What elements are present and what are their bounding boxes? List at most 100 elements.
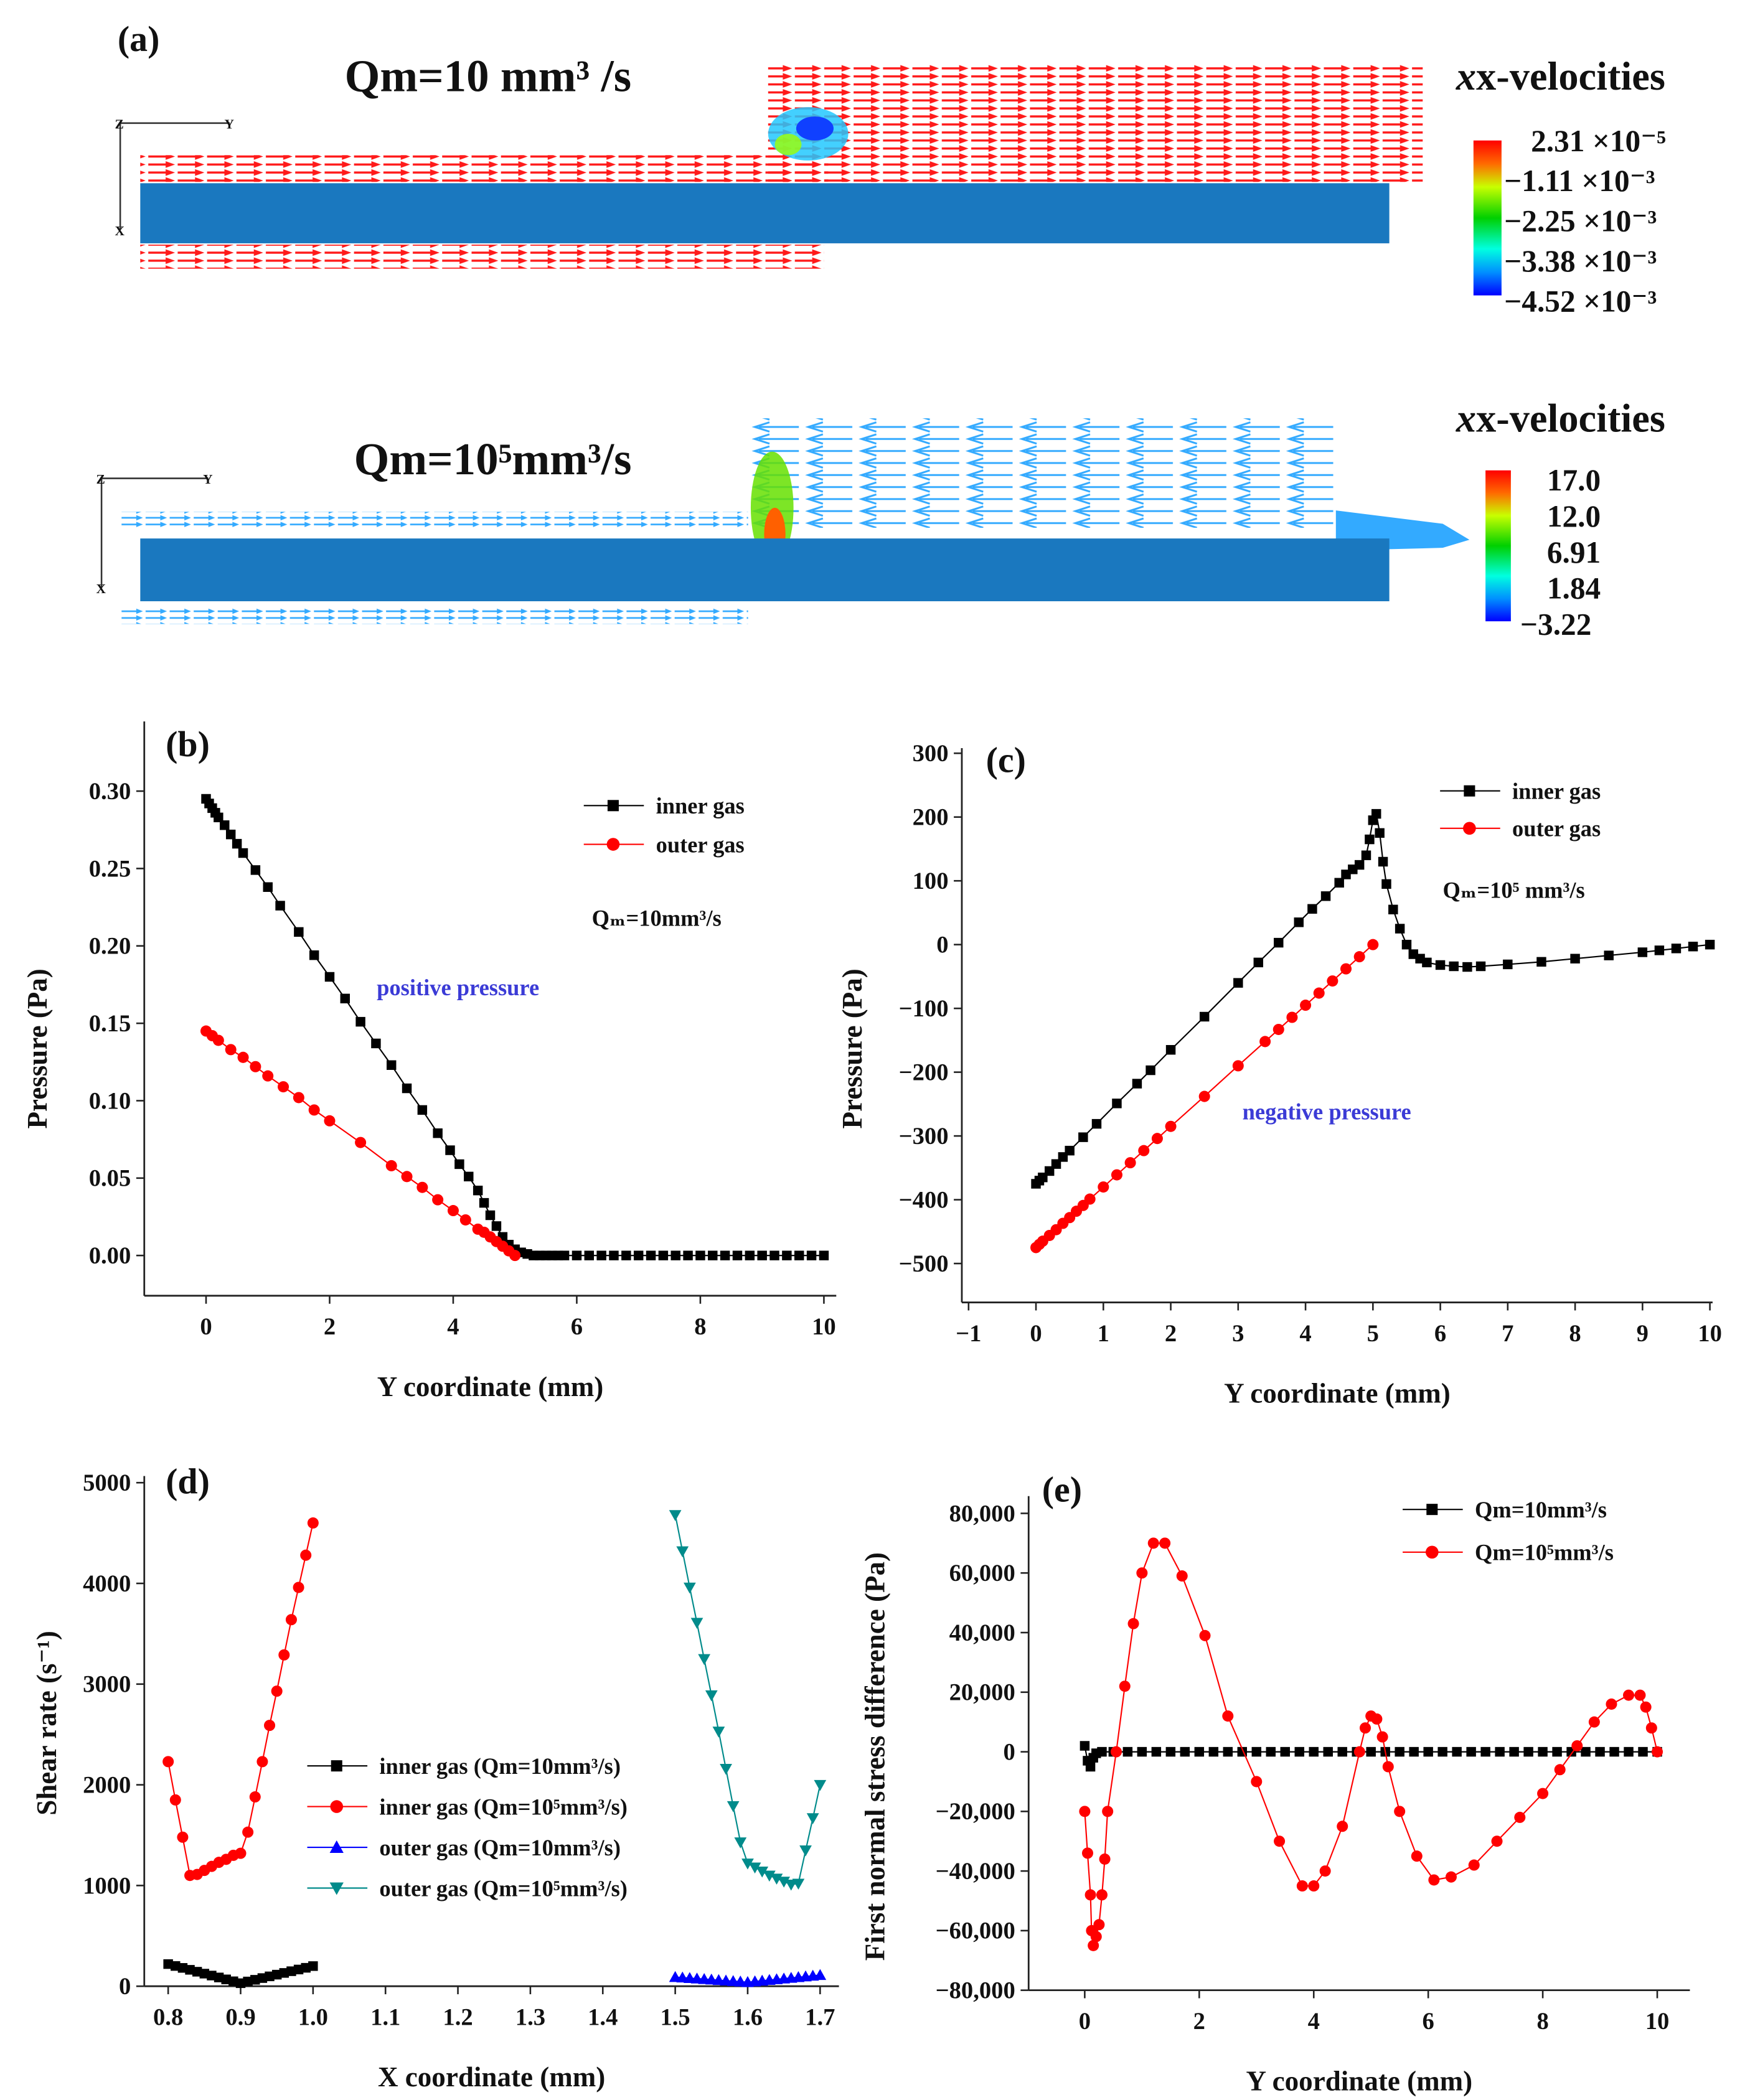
data-point [769,1250,779,1260]
data-point [1388,904,1398,915]
x-tick-label: 1.1 [370,2004,400,2030]
x-tick-label: 1 [1098,1321,1109,1347]
data-point [1395,1746,1404,1757]
data-point [1604,950,1614,960]
y-tick-label: −400 [899,1187,949,1213]
legend-title-text: x-velocities [1476,54,1665,98]
data-point [1503,959,1513,970]
legend-label: inner gas [656,794,745,818]
data-point [1088,1939,1099,1951]
data-point [1280,1746,1290,1757]
data-point [1463,822,1476,835]
legend-title-text: x-velocities [1476,396,1665,440]
data-point [646,1250,656,1260]
data-point [1654,945,1665,955]
panel-label-a: (a) [118,19,160,59]
x-tick-label: 8 [1536,2009,1548,2035]
colorbar-label: −3.38 ×10⁻³ [1504,244,1657,278]
x-tick-label: 0.9 [225,2004,255,2030]
colorbar-label: 17.0 [1547,463,1601,497]
data-point [734,1837,747,1849]
data-point [1274,937,1284,948]
data-point [1233,978,1243,988]
y-axis-title: Pressure (Pa) [22,968,53,1128]
x-tick-label: 4 [1299,1321,1311,1347]
data-point [285,1614,297,1626]
data-point [1085,1761,1096,1772]
axis-letter-x: X [115,223,125,238]
simulation-bottom: Qm=10⁵mm³/s Z Y X xx-velocities 17.0 12.… [96,396,1665,641]
data-point [720,1763,732,1775]
x-tick-label: 7 [1502,1321,1513,1347]
data-point [459,1214,471,1226]
legend-item: Qm=10mm³/s [1403,1498,1607,1522]
x-tick-label: 5 [1367,1321,1379,1347]
data-point [235,1978,246,1989]
solid-body [140,183,1390,243]
data-point [814,1779,827,1791]
y-tick-label: 0.30 [89,779,131,805]
data-point [1159,1537,1171,1549]
charts: 0 2 4 6 8 100.000.050.100.150.200.250.30Y coo… [22,721,1722,2097]
colorbar-label: −3.22 [1520,607,1591,642]
velocity-arrows-right [768,64,1423,182]
legend-item: outer gas (Qm=10mm³/s) [307,1835,621,1860]
data-point [402,1083,412,1094]
data-point [1537,1788,1549,1799]
data-point [263,882,273,892]
data-point [257,1973,268,1983]
data-point [1354,860,1365,870]
data-point [559,1250,570,1260]
data-point [1606,1698,1617,1710]
data-point [684,1582,696,1594]
flow-rate-title-top: Qm=10 mm³ /s [345,50,632,101]
data-point [1308,1880,1320,1892]
data-point [329,1840,344,1854]
data-point [1127,1618,1139,1629]
y-axis-title: Shear rate (s⁻¹) [31,1631,62,1816]
data-point [294,927,304,937]
data-point [355,1016,365,1027]
data-point [225,829,236,840]
data-point [1554,1764,1566,1776]
y-tick-label: −40,000 [936,1859,1015,1885]
data-point [695,1250,705,1260]
data-point [171,1961,181,1971]
x-axis-title: X coordinate (mm) [378,2061,605,2093]
data-point [1300,1000,1312,1011]
data-point [770,1873,783,1885]
data-point [177,1963,188,1973]
data-point [1401,939,1412,950]
y-tick-label: 4000 [83,1571,131,1597]
y-tick-label: 20,000 [949,1680,1015,1706]
data-point [1435,960,1446,970]
data-point [1080,1741,1090,1751]
data-point [340,993,350,1004]
y-tick-label: −200 [899,1059,949,1085]
data-point [232,838,242,849]
x-tick-label: 4 [1308,2009,1320,2035]
data-point [485,1210,496,1221]
legend-label: inner gas (Qm=10⁵mm³/s) [379,1794,628,1819]
data-point [278,1649,290,1661]
data-point [401,1171,413,1183]
data-point [819,1250,829,1260]
data-point [1371,809,1381,819]
data-point [1147,1537,1159,1549]
data-point [355,1137,367,1148]
data-point [1138,1145,1150,1156]
data-point [1426,1504,1438,1516]
data-point [778,1877,791,1888]
legend-item: outer gas [583,832,745,857]
data-point [1581,1746,1591,1757]
data-point [491,1221,502,1231]
data-point [1180,1746,1190,1757]
data-point [1151,1746,1162,1757]
data-point [433,1128,443,1138]
data-point [386,1060,397,1070]
data-point [445,1145,455,1155]
data-point [1378,856,1388,867]
legend-label: outer gas [1512,817,1601,841]
y-axis-title: Pressure (Pa) [837,968,868,1128]
panel-label: (e) [1042,1469,1082,1509]
